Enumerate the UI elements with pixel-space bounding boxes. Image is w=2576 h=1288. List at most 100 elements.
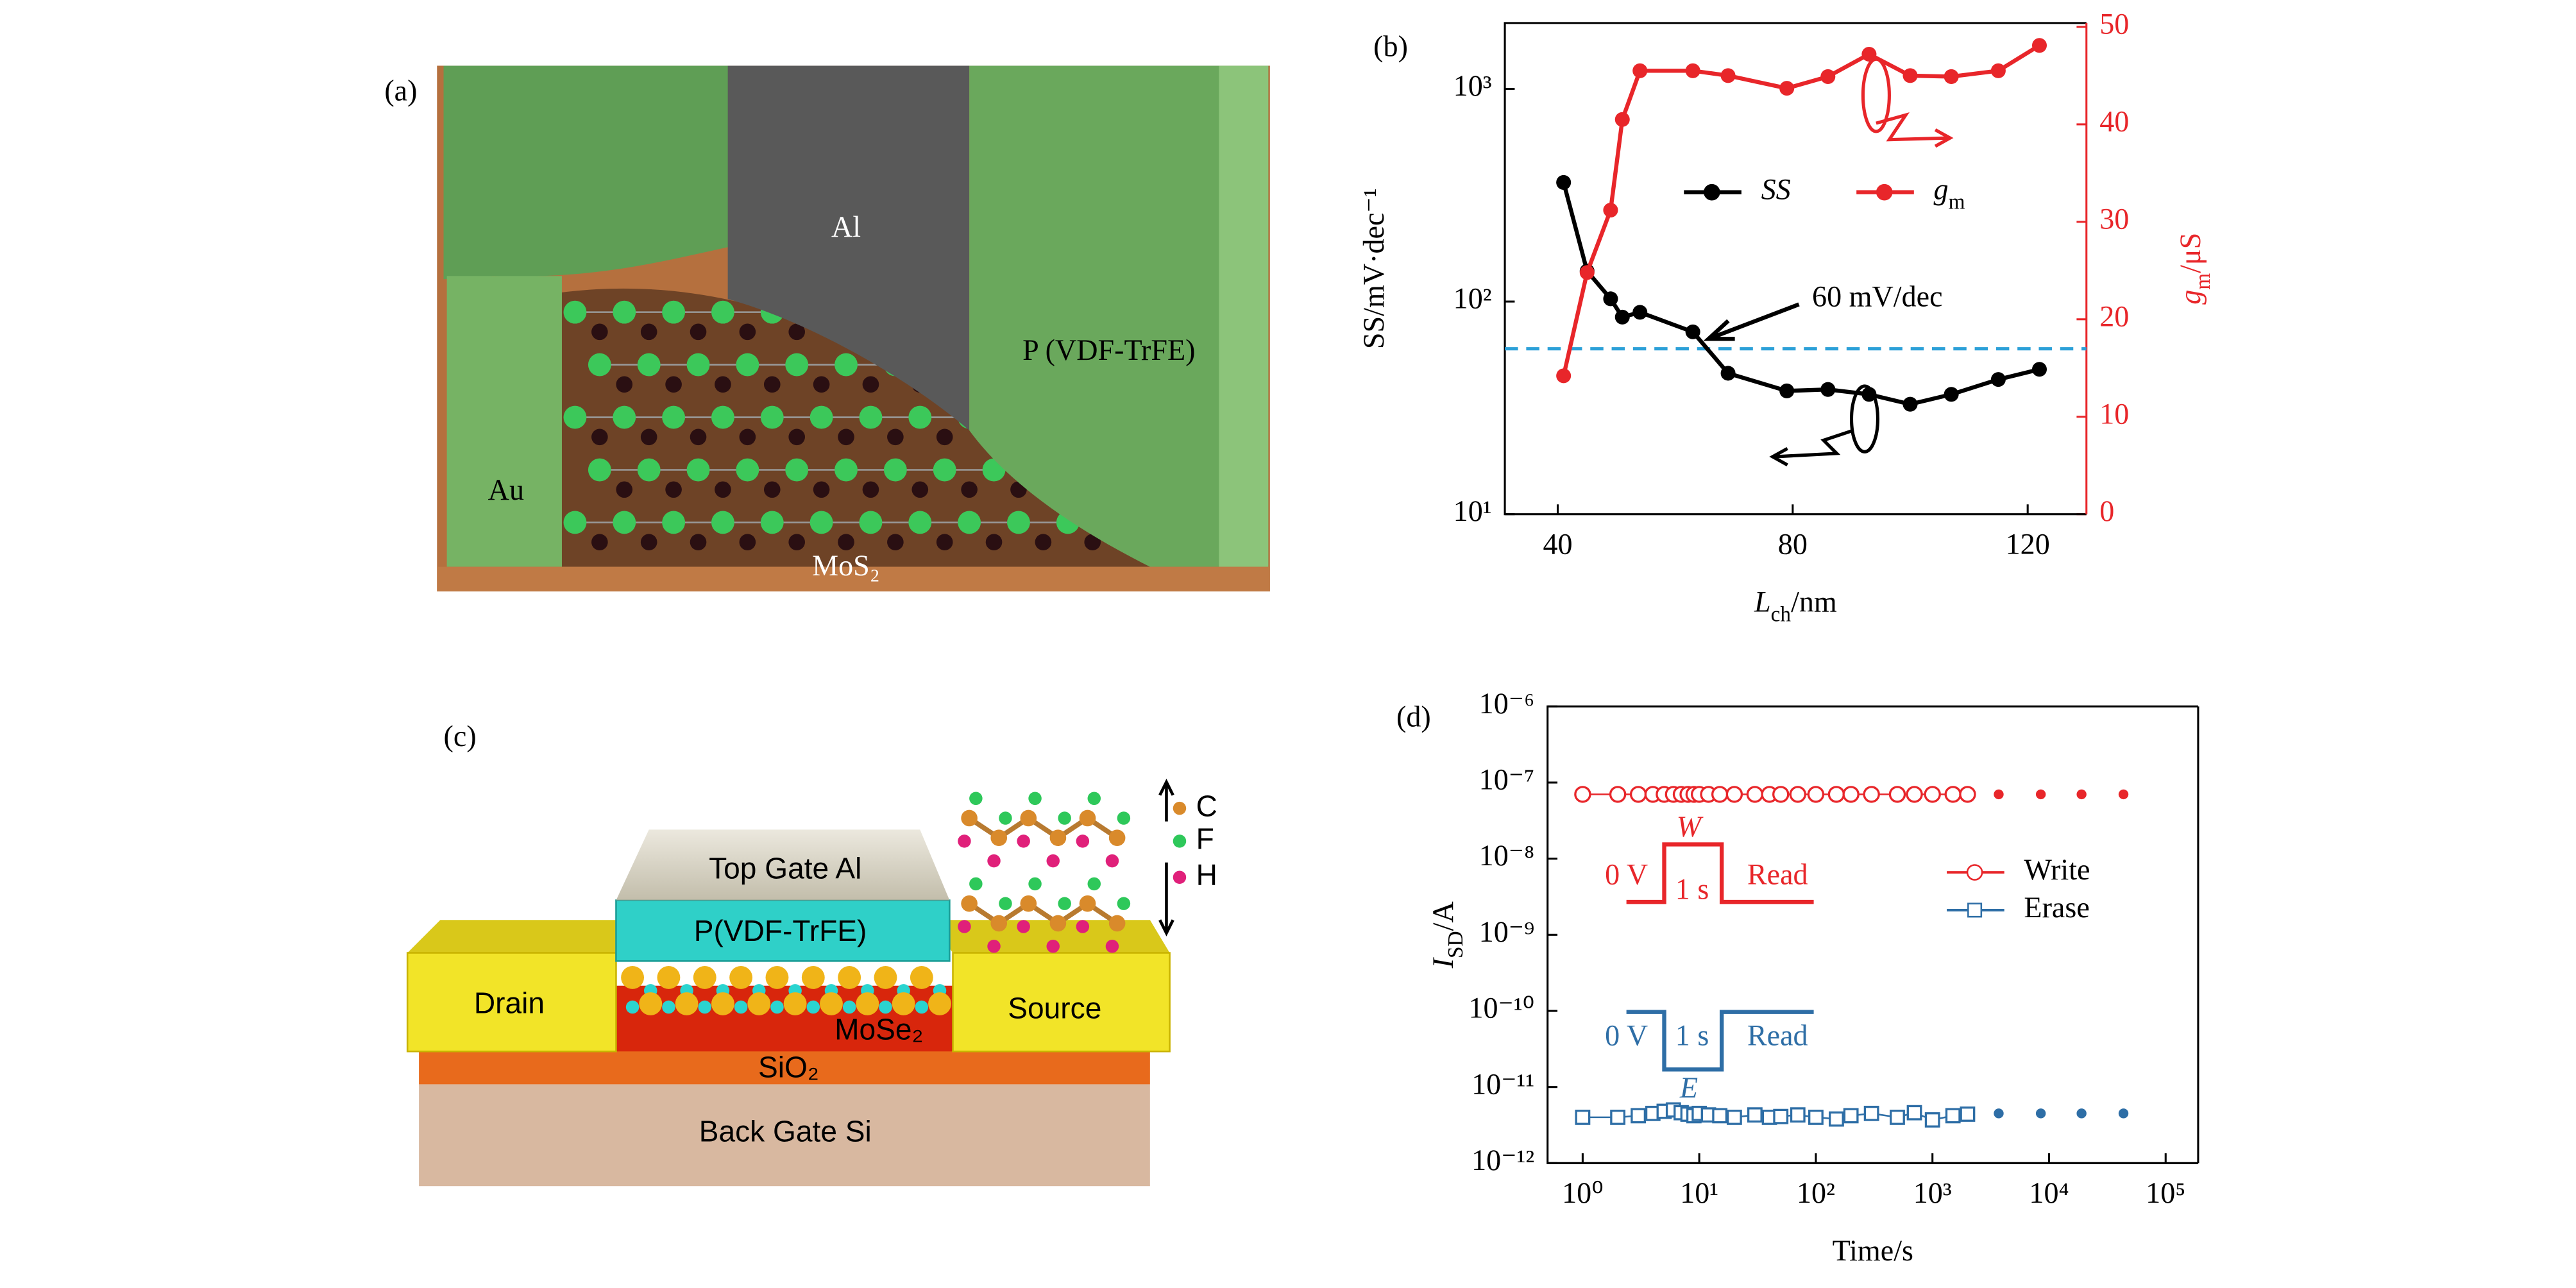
atom-f xyxy=(1117,897,1131,910)
atom-mo xyxy=(760,511,784,534)
atom-se xyxy=(801,966,825,989)
y-axis-label-part: /A xyxy=(1426,901,1459,931)
legend-f-dot xyxy=(1173,835,1187,848)
trend-dot xyxy=(2118,1108,2129,1119)
atom-se xyxy=(856,992,879,1015)
data-point xyxy=(1906,786,1923,803)
atom-c xyxy=(1020,809,1037,827)
atom-mo xyxy=(879,1000,892,1014)
trend-dot xyxy=(1994,789,2004,800)
y-tick-label: 10³ xyxy=(1453,69,1492,102)
atom-s xyxy=(862,376,879,393)
legend-f: F xyxy=(1196,822,1214,856)
dipole-arrows xyxy=(1158,778,1174,936)
pulse-width: 1 s xyxy=(1675,872,1709,905)
atom-mo xyxy=(908,511,932,534)
atom-s xyxy=(690,428,707,446)
atom-se xyxy=(783,992,807,1015)
pulse-name: E xyxy=(1679,1071,1698,1104)
data-point xyxy=(1924,786,1941,803)
atom-s xyxy=(985,534,1003,551)
back-gate xyxy=(419,1084,1150,1187)
atom-mo xyxy=(662,300,686,324)
atom-s xyxy=(591,428,608,446)
atom-se xyxy=(675,992,699,1015)
atom-mo xyxy=(835,458,858,482)
atom-mo xyxy=(760,405,784,429)
atom-c xyxy=(1079,895,1096,912)
legend-name: Write xyxy=(2024,853,2090,886)
atom-mo xyxy=(625,1000,640,1014)
data-point xyxy=(1603,203,1618,218)
legend-h: H xyxy=(1196,858,1217,892)
data-point xyxy=(1685,324,1700,339)
data-point xyxy=(1890,1109,1905,1125)
x-tick-label: 10⁵ xyxy=(2146,1176,2185,1209)
atom-h xyxy=(1076,920,1090,933)
sio2-layer xyxy=(419,1048,1150,1085)
data-point xyxy=(1725,786,1743,803)
mos2-region xyxy=(561,288,1150,567)
atom-s xyxy=(862,481,879,498)
y-axis-label-part: I xyxy=(1426,956,1459,969)
atom-mo xyxy=(859,405,883,429)
atom-s xyxy=(936,428,953,446)
label-top-gate: Top Gate Al xyxy=(709,852,861,885)
pulse-read: Read xyxy=(1747,1019,1808,1051)
trend-dot xyxy=(2076,1108,2087,1119)
y2-axis-label-part: g xyxy=(2174,290,2207,305)
legend-marker xyxy=(1703,183,1720,201)
atom-s xyxy=(616,376,633,393)
label-drain: Drain xyxy=(474,987,545,1020)
y-tick-label: 10⁻¹¹ xyxy=(1471,1067,1534,1100)
atom-s xyxy=(715,376,731,393)
data-point xyxy=(1902,396,1918,412)
pvdf-molecule xyxy=(958,792,1131,953)
atom-mo xyxy=(736,458,759,482)
atom-mo xyxy=(686,353,710,377)
atom-c xyxy=(961,895,978,912)
indicator-arrow xyxy=(1876,112,1954,148)
x-tick-label: 10⁴ xyxy=(2029,1176,2069,1209)
atom-f xyxy=(1087,877,1101,891)
atom-se xyxy=(838,966,861,989)
atom-se xyxy=(892,992,915,1015)
atom-mo xyxy=(686,458,710,482)
x-tick-label: 120 xyxy=(2006,527,2050,560)
atom-s xyxy=(616,481,633,498)
atom-mo xyxy=(859,511,883,534)
atom-se xyxy=(874,966,897,989)
legend-c-dot xyxy=(1173,801,1187,815)
drain xyxy=(406,952,617,1053)
atom-mo xyxy=(662,1000,675,1014)
atom-s xyxy=(763,376,781,393)
atom-se xyxy=(729,966,753,989)
label-au: Au xyxy=(488,473,524,506)
atom-f xyxy=(1058,811,1071,825)
x-axis-label-part: L xyxy=(1754,585,1771,618)
atom-mo xyxy=(662,511,686,534)
y-tick-label: 10⁻⁸ xyxy=(1479,839,1534,872)
trend-dot xyxy=(2076,789,2087,800)
atom-c xyxy=(990,915,1008,932)
atom-s xyxy=(788,323,805,341)
legend-name: g xyxy=(1934,173,1949,205)
atom-s xyxy=(813,481,830,498)
pulse-name: W xyxy=(1677,810,1704,843)
pulse-width: 1 s xyxy=(1675,1019,1709,1051)
pulse-voltage: 0 V xyxy=(1605,1019,1648,1051)
trend-dot xyxy=(2035,1108,2046,1119)
legend-label: SS xyxy=(1761,173,1791,205)
atom-mo xyxy=(915,1000,929,1014)
atom-h xyxy=(1105,940,1119,953)
atom-mo xyxy=(1007,511,1030,534)
legend-name: SS xyxy=(1761,173,1791,205)
atom-mo xyxy=(637,353,661,377)
data-point xyxy=(1944,387,1959,402)
atom-mo xyxy=(809,405,833,429)
data-point xyxy=(1861,46,1877,62)
indicator xyxy=(1849,384,1880,453)
atom-s xyxy=(911,481,929,498)
atom-mo xyxy=(711,300,734,324)
atom-se xyxy=(693,966,716,989)
